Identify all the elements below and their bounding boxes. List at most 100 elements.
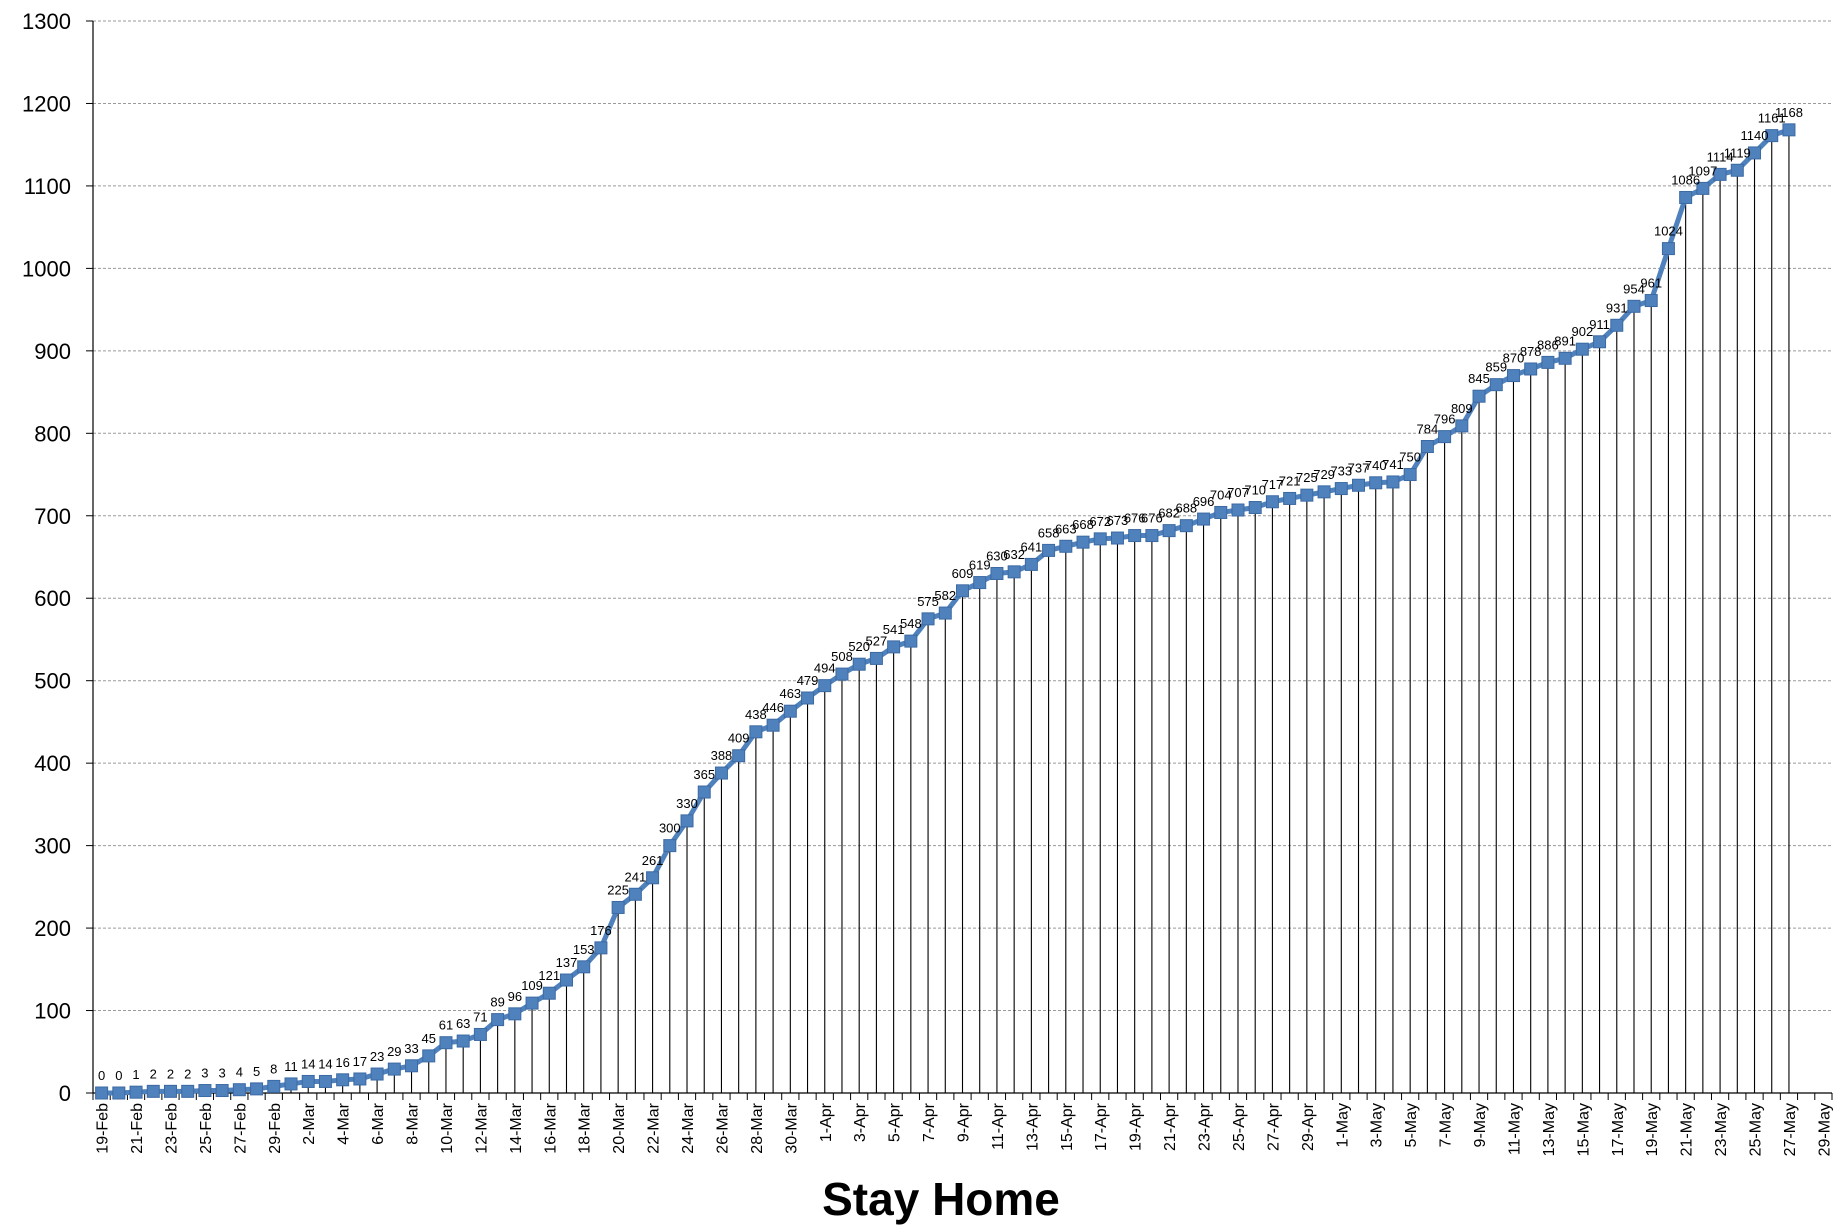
data-point-marker <box>1558 351 1572 365</box>
data-label: 619 <box>969 558 991 573</box>
data-point-marker <box>646 871 660 885</box>
data-point-marker <box>1248 501 1262 515</box>
data-label: 741 <box>1382 457 1404 472</box>
data-label: 388 <box>711 748 733 763</box>
data-label: 2 <box>167 1066 174 1081</box>
data-label: 609 <box>952 566 974 581</box>
data-point-marker <box>938 606 952 620</box>
data-point-marker <box>732 749 746 763</box>
data-label: 1168 <box>1775 105 1803 120</box>
x-tick-label: 9-Apr <box>956 1102 973 1142</box>
data-label: 688 <box>1175 501 1197 516</box>
x-tick-label: 16-Mar <box>542 1102 559 1153</box>
x-tick-label: 4-Mar <box>336 1102 353 1144</box>
data-label: 1097 <box>1688 163 1717 178</box>
x-tick-label: 23-Apr <box>1197 1102 1214 1151</box>
data-label: 809 <box>1451 401 1473 416</box>
data-point-marker <box>1283 491 1297 505</box>
data-label: 961 <box>1640 276 1662 291</box>
data-point-marker <box>525 996 539 1010</box>
data-label: 2 <box>150 1066 157 1081</box>
x-tick-label: 13-Apr <box>1024 1102 1041 1151</box>
data-label: 886 <box>1537 337 1559 352</box>
y-tick-label: 1300 <box>22 9 71 34</box>
data-label: 737 <box>1348 460 1370 475</box>
data-label: 261 <box>642 853 664 868</box>
series-markers <box>95 123 1796 1100</box>
data-point-marker <box>594 941 608 955</box>
data-point-marker <box>956 584 969 598</box>
data-label: 740 <box>1365 458 1387 473</box>
x-tick-label: 22-Mar <box>646 1102 663 1153</box>
x-tick-label: 3-May <box>1369 1103 1386 1147</box>
x-tick-label: 7-May <box>1438 1103 1455 1147</box>
data-label: 63 <box>456 1016 470 1031</box>
data-point-marker <box>95 1086 109 1100</box>
data-point-marker <box>1179 519 1193 533</box>
x-tick-label: 25-May <box>1748 1103 1765 1156</box>
data-label: 137 <box>556 955 578 970</box>
data-label: 541 <box>883 622 905 637</box>
data-label: 71 <box>473 1009 487 1024</box>
data-label: 668 <box>1072 517 1094 532</box>
x-tick-label: 21-Feb <box>129 1103 146 1154</box>
x-tick-label: 24-Mar <box>680 1102 697 1153</box>
data-label: 641 <box>1021 539 1043 554</box>
data-point-marker <box>680 814 694 828</box>
data-label: 300 <box>659 821 681 836</box>
data-point-marker <box>387 1062 401 1076</box>
data-point-marker <box>1765 129 1779 143</box>
data-point-marker <box>1128 529 1142 543</box>
data-label: 733 <box>1330 464 1352 479</box>
data-label: 870 <box>1503 351 1525 366</box>
data-label: 365 <box>693 767 715 782</box>
data-point-marker <box>181 1084 195 1098</box>
data-point-marker <box>852 657 866 671</box>
x-tick-label: 19-Feb <box>95 1103 112 1154</box>
y-tick-label: 1100 <box>24 174 71 199</box>
x-tick-label: 1-Apr <box>818 1102 835 1142</box>
data-label: 5 <box>253 1064 260 1079</box>
data-point-marker <box>1352 478 1366 492</box>
data-point-marker <box>112 1086 126 1100</box>
data-label: 673 <box>1107 513 1129 528</box>
data-label: 682 <box>1158 506 1180 521</box>
data-point-marker <box>1610 318 1624 332</box>
data-label: 676 <box>1141 511 1163 526</box>
data-label: 330 <box>676 796 698 811</box>
x-tick-label: 25-Feb <box>198 1103 215 1154</box>
x-tick-label: 10-Mar <box>439 1102 456 1153</box>
data-point-marker <box>1575 342 1589 356</box>
data-label: 14 <box>301 1056 315 1071</box>
data-point-marker <box>1042 543 1056 557</box>
x-tick-label: 17-Apr <box>1093 1102 1110 1151</box>
data-label: 704 <box>1210 487 1232 502</box>
x-tick-label: 11-May <box>1506 1103 1523 1155</box>
data-label: 17 <box>353 1054 367 1069</box>
data-point-marker <box>1300 488 1314 502</box>
data-point-marker <box>1455 419 1469 433</box>
data-point-marker <box>1334 482 1348 496</box>
data-point-marker <box>250 1082 264 1096</box>
data-point-marker <box>405 1059 419 1073</box>
data-point-marker <box>318 1074 332 1088</box>
data-label: 446 <box>762 700 784 715</box>
data-point-marker <box>559 973 573 987</box>
y-tick-label: 300 <box>34 834 71 859</box>
data-label: 784 <box>1417 422 1439 437</box>
x-tick-label: 28-Mar <box>749 1102 766 1153</box>
data-label: 0 <box>115 1068 122 1083</box>
x-tick-label: 27-Feb <box>232 1103 249 1154</box>
x-tick-label: 29-Apr <box>1300 1102 1317 1151</box>
x-tick-label: 5-May <box>1403 1103 1420 1147</box>
data-label: 717 <box>1262 477 1284 492</box>
data-label: 494 <box>814 661 836 676</box>
data-point-marker <box>1593 335 1607 349</box>
data-label: 3 <box>219 1066 226 1081</box>
data-label: 1086 <box>1671 172 1700 187</box>
data-point-marker <box>542 986 556 1000</box>
x-tick-label: 8-Mar <box>405 1102 422 1144</box>
data-point-marker <box>198 1084 212 1098</box>
